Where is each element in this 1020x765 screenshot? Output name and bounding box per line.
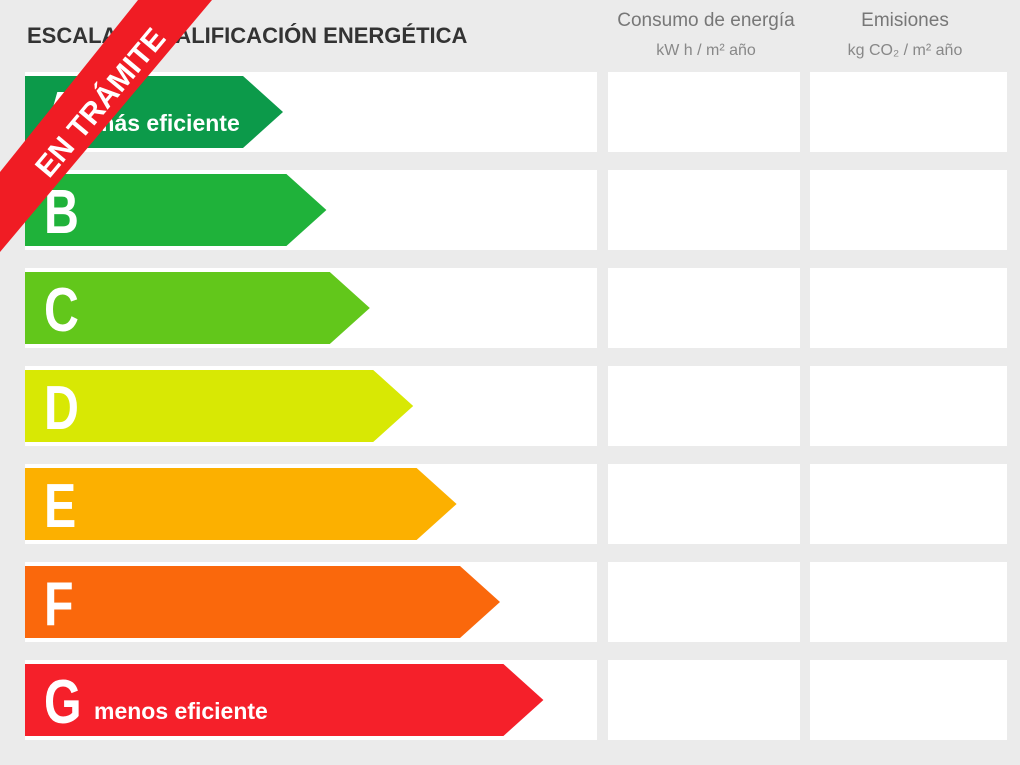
value-cell: [608, 366, 800, 446]
rating-arrow: [25, 370, 414, 442]
rating-arrow: [25, 468, 457, 540]
rating-label: más eficiente: [94, 110, 240, 136]
value-cell: [608, 562, 800, 642]
column-unit: kg CO₂ / m² año: [848, 42, 963, 59]
value-cell: [810, 268, 1007, 348]
value-cell: [608, 660, 800, 740]
rating-arrow: [25, 272, 370, 344]
rating-arrow: [25, 566, 500, 638]
value-cell: [608, 170, 800, 250]
column-unit: kW h / m² año: [656, 42, 756, 59]
rating-letter: D: [44, 373, 79, 442]
rating-letter: G: [44, 667, 82, 736]
rating-letter: F: [44, 569, 74, 638]
rating-label: menos eficiente: [94, 698, 268, 724]
value-cell: [810, 72, 1007, 152]
value-cell: [810, 170, 1007, 250]
value-cell: [608, 72, 800, 152]
value-cell: [608, 464, 800, 544]
rating-letter: E: [44, 471, 76, 540]
column-title: Emisiones: [861, 10, 949, 31]
ribbon-band: [0, 0, 212, 252]
rating-arrow: [25, 174, 327, 246]
rating-letter: C: [44, 275, 79, 344]
title: ESCALA DE CALIFICACIÓN ENERGÉTICA: [27, 23, 468, 48]
column-title: Consumo de energía: [617, 10, 795, 31]
value-cell: [810, 562, 1007, 642]
value-cell: [810, 660, 1007, 740]
value-cell: [810, 366, 1007, 446]
value-cell: [608, 268, 800, 348]
rating-arrow: [25, 664, 544, 736]
value-cell: [810, 464, 1007, 544]
